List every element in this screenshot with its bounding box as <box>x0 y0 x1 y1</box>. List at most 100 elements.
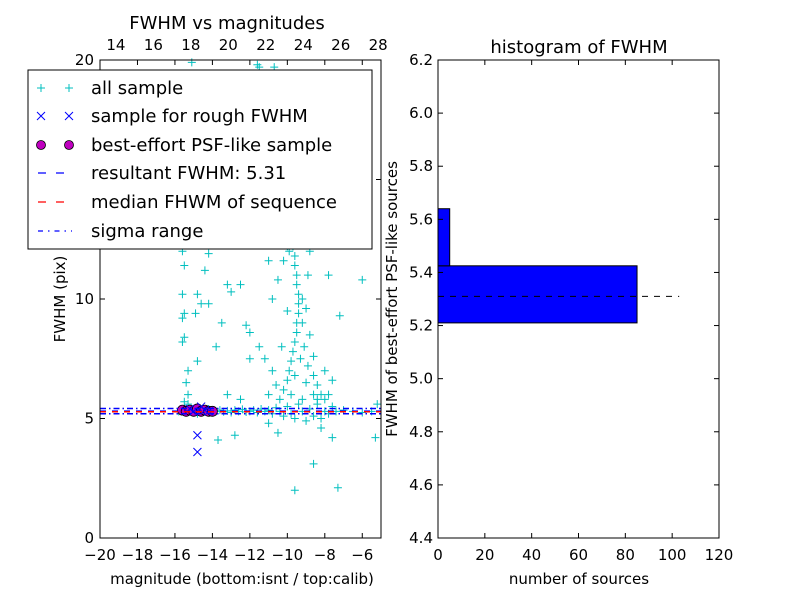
plus-marker <box>178 290 187 299</box>
plus-marker <box>178 314 187 323</box>
plus-marker <box>279 256 288 265</box>
plus-marker <box>300 342 309 351</box>
plus-marker <box>290 414 299 423</box>
plus-marker <box>65 84 73 92</box>
x-tick-label: 80 <box>616 546 635 564</box>
plus-marker <box>324 271 333 280</box>
plus-marker <box>320 395 329 404</box>
plus-marker <box>191 309 200 318</box>
legend-label: median FHWM of sequence <box>91 192 337 213</box>
legend-item: median FHWM of sequence <box>38 192 337 213</box>
y-tick-label: 10 <box>75 290 94 308</box>
left-y-axis-label: FWHM (pix) <box>51 256 69 343</box>
plus-marker <box>279 412 288 421</box>
y-tick-label: 4.4 <box>409 529 433 547</box>
plus-marker <box>285 366 294 375</box>
plus-marker <box>212 342 221 351</box>
plus-marker <box>273 428 282 437</box>
circle-marker <box>64 140 74 150</box>
plus-marker <box>268 295 277 303</box>
legend-label: best-effort PSF-like sample <box>91 135 332 156</box>
right-chart-title: histogram of FWHM <box>490 37 667 58</box>
plus-marker <box>328 402 337 411</box>
y-tick-label: 5 <box>84 410 94 428</box>
plus-marker <box>180 261 189 270</box>
y-tick-label: 4.8 <box>409 423 433 441</box>
legend-item: resultant FWHM: 5.31 <box>38 163 286 184</box>
x-tick-label: 100 <box>658 546 687 564</box>
plus-marker <box>287 390 296 399</box>
plus-marker <box>227 287 236 296</box>
plus-marker <box>294 299 303 308</box>
plus-marker <box>309 390 318 399</box>
plus-marker <box>296 354 305 363</box>
plus-marker <box>255 342 264 351</box>
plus-marker <box>309 412 318 421</box>
plus-marker <box>37 84 45 92</box>
plus-marker <box>303 361 312 370</box>
plus-marker <box>230 431 239 440</box>
plus-marker <box>290 486 299 495</box>
legend-label: sigma range <box>91 221 203 242</box>
x-marker <box>193 430 202 440</box>
legend: all sample sample for rough FWHM best-effo… <box>27 69 373 250</box>
plus-marker <box>184 390 193 399</box>
plus-marker <box>178 338 187 347</box>
plus-marker <box>298 318 307 327</box>
x-tick-label: −16 <box>159 546 191 564</box>
plus-marker <box>328 376 337 385</box>
plus-marker <box>317 424 326 433</box>
plus-marker <box>264 406 273 415</box>
plus-marker <box>214 436 223 445</box>
top-x-tick-label: 24 <box>294 36 313 54</box>
plus-marker <box>302 416 311 425</box>
y-tick-label: 4.6 <box>409 476 433 494</box>
top-x-tick-label: 20 <box>219 36 238 54</box>
y-tick-label: 0 <box>84 529 94 547</box>
plus-marker <box>303 271 312 280</box>
plus-marker <box>294 290 303 299</box>
plus-marker <box>313 395 322 404</box>
plus-marker <box>245 328 254 337</box>
plus-marker <box>236 395 245 404</box>
plus-marker <box>292 271 301 280</box>
legend-label: all sample <box>91 78 183 99</box>
plus-marker <box>317 414 326 423</box>
plus-marker <box>260 354 269 363</box>
plus-marker <box>373 400 382 409</box>
plus-marker <box>193 357 202 366</box>
plus-marker <box>275 395 284 404</box>
legend-label: resultant FWHM: 5.31 <box>91 163 286 184</box>
legend-item: all sample <box>37 78 183 99</box>
plus-marker <box>333 483 342 492</box>
plus-marker <box>217 318 226 327</box>
plus-marker <box>283 376 292 385</box>
right-x-axis-label: number of sources <box>509 570 649 588</box>
plus-marker <box>358 275 367 284</box>
plus-marker <box>264 390 273 399</box>
y-tick-label: 6.0 <box>409 104 433 122</box>
plus-marker <box>294 400 303 409</box>
x-tick-label: −10 <box>272 546 304 564</box>
plus-marker <box>313 381 322 390</box>
histogram-bar <box>437 265 638 324</box>
top-x-tick-label: 18 <box>181 36 200 54</box>
plus-marker <box>292 328 301 337</box>
plus-marker <box>328 433 337 442</box>
x-marker <box>36 111 46 121</box>
top-x-tick-label: 28 <box>369 36 388 54</box>
plus-marker <box>290 371 299 380</box>
plus-marker <box>339 406 348 415</box>
top-x-tick-label: 16 <box>144 36 163 54</box>
top-x-tick-label: 14 <box>106 36 125 54</box>
x-tick-label: −12 <box>234 546 266 564</box>
plus-marker <box>236 280 245 289</box>
plus-marker <box>309 459 318 468</box>
x-tick-label: 0 <box>433 546 443 564</box>
x-tick-label: −20 <box>84 546 116 564</box>
top-x-tick-label: 26 <box>331 36 350 54</box>
plus-marker <box>204 249 213 258</box>
x-tick-label: −6 <box>351 546 373 564</box>
plus-marker <box>272 381 281 390</box>
